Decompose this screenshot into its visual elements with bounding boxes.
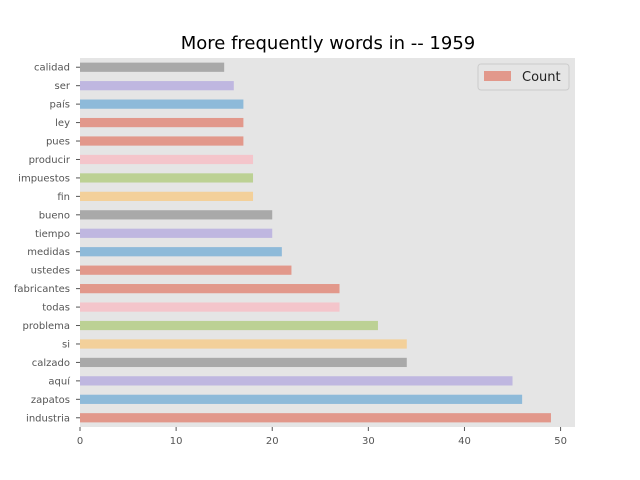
- bar-todas: [80, 302, 340, 312]
- bar-ley: [80, 117, 244, 128]
- y-tick-label: ustedes: [31, 266, 70, 277]
- y-tick-label: medidas: [27, 247, 70, 258]
- bar-aquí: [80, 376, 513, 386]
- bar-tiempo: [80, 228, 273, 238]
- y-tick-label: tiempo: [35, 229, 70, 240]
- y-tick-label: fabricantes: [14, 284, 70, 295]
- y-tick-label: calidad: [34, 63, 70, 74]
- y-tick-label: si: [62, 339, 70, 350]
- y-tick-label: aquí: [48, 375, 71, 387]
- y-tick-label: fin: [57, 192, 70, 203]
- bar-fin: [80, 191, 254, 201]
- bar-calzado: [80, 357, 407, 368]
- bar-impuestos: [80, 173, 254, 183]
- y-tick-label: bueno: [39, 210, 70, 221]
- y-tick-label: producir: [29, 155, 71, 166]
- y-tick-label: ley: [55, 118, 70, 129]
- y-tick-label: impuestos: [18, 173, 70, 184]
- y-tick-label: zapatos: [31, 395, 70, 406]
- bar-ser: [80, 81, 234, 91]
- bar-industria: [80, 413, 551, 423]
- plot-area: [80, 58, 575, 427]
- chart-title: More frequently words in -- 1959: [181, 33, 476, 54]
- bar-producir: [80, 154, 254, 165]
- legend: Count: [477, 63, 570, 91]
- y-tick-label: calzado: [32, 358, 70, 369]
- bar-país: [80, 99, 244, 109]
- y-tick-label: problema: [22, 321, 70, 332]
- x-tick-label: 30: [362, 436, 375, 447]
- y-tick-label: todas: [42, 303, 70, 314]
- x-tick-label: 10: [170, 436, 183, 447]
- bar-calidad: [80, 62, 225, 72]
- y-tick-label: ser: [55, 81, 71, 92]
- bar-si: [80, 339, 407, 349]
- bar-medidas: [80, 247, 282, 257]
- bar-pues: [80, 136, 244, 146]
- bar-zapatos: [80, 394, 523, 404]
- bar-problema: [80, 320, 378, 331]
- legend-label: Count: [522, 70, 561, 85]
- x-tick-label: 40: [458, 436, 471, 447]
- bar-bueno: [80, 210, 273, 220]
- bar-fabricantes: [80, 284, 340, 294]
- x-tick-label: 50: [554, 436, 567, 447]
- y-tick-label: pues: [46, 137, 70, 148]
- bar-ustedes: [80, 265, 292, 275]
- legend-box: [477, 63, 570, 91]
- x-tick-label: 0: [77, 436, 83, 447]
- x-tick-label: 20: [266, 436, 279, 447]
- y-tick-label: país: [50, 99, 70, 111]
- legend-swatch: [484, 71, 511, 81]
- y-tick-label: industria: [26, 413, 70, 424]
